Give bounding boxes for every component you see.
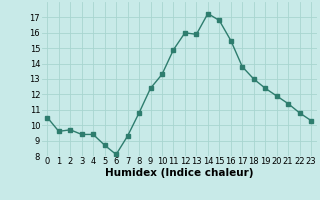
X-axis label: Humidex (Indice chaleur): Humidex (Indice chaleur) [105, 168, 253, 178]
